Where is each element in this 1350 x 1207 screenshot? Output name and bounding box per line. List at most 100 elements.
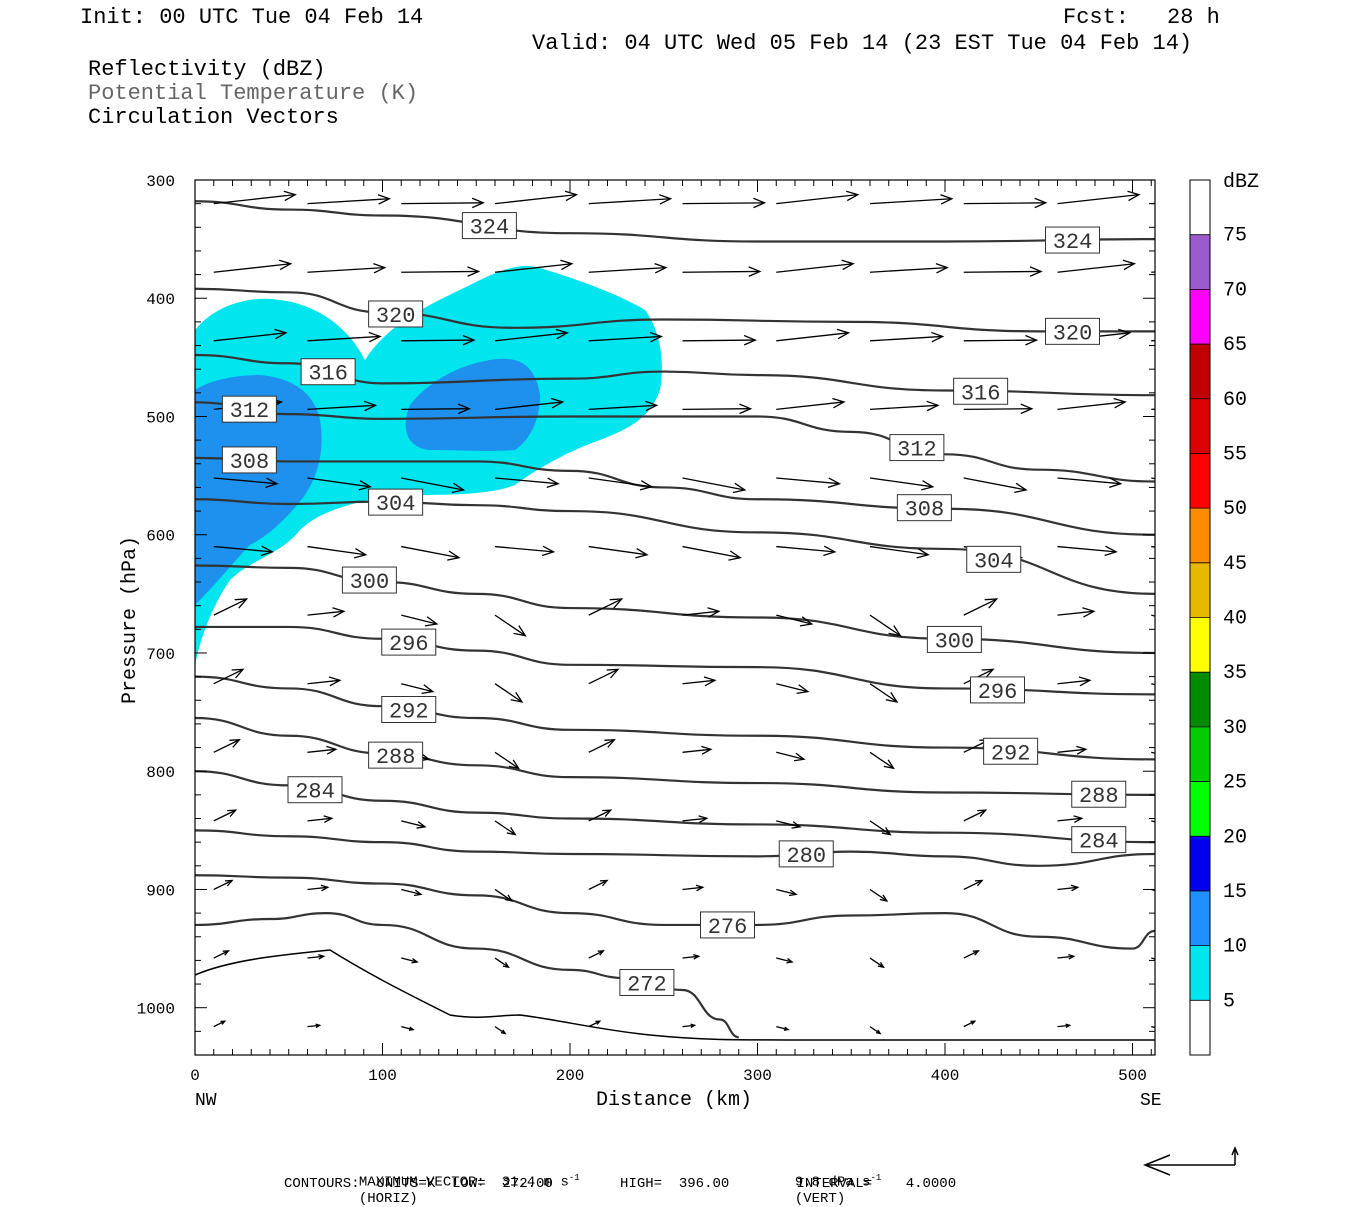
wind-vector	[588, 879, 609, 891]
wind-vector	[776, 957, 794, 964]
wind-vector	[963, 598, 999, 616]
contour-label-box	[889, 434, 945, 462]
contour-label-308: 308	[230, 450, 270, 475]
wind-vector	[401, 888, 423, 897]
contour-label-box	[368, 488, 424, 516]
wind-vector	[401, 545, 461, 561]
colorbar-title: dBZ	[1223, 171, 1259, 194]
wind-vector	[307, 745, 338, 755]
wind-vector	[307, 194, 392, 205]
y-tick-label: 700	[146, 646, 175, 664]
theta-contour-276	[195, 874, 1155, 950]
wind-vector	[682, 954, 701, 960]
colorbar-swatch	[1190, 890, 1210, 946]
contour-label-box	[619, 968, 675, 996]
colorbar-label: 75	[1223, 225, 1247, 248]
wind-vector	[1057, 607, 1096, 618]
wind-vector	[869, 820, 892, 836]
wind-vector	[682, 745, 713, 755]
wind-vector	[588, 400, 659, 412]
wind-vector	[494, 957, 510, 969]
wind-vector	[1151, 339, 1155, 342]
theta-contour-296	[195, 625, 1155, 696]
colorbar-swatch	[1190, 453, 1210, 509]
contour-label-316: 316	[961, 381, 1001, 406]
wind-vector	[213, 809, 238, 822]
colorbar-label: 55	[1223, 443, 1247, 466]
wind-vector	[213, 668, 245, 685]
wind-vector	[1151, 683, 1155, 686]
contour-label-272: 272	[627, 972, 667, 997]
colorbar-label: 45	[1223, 553, 1247, 576]
x-tick-label: 0	[190, 1067, 200, 1085]
plot-frame	[194, 179, 1156, 1056]
wind-vector	[1057, 954, 1076, 960]
wind-vector	[1151, 1025, 1155, 1029]
wind-vector	[869, 683, 899, 703]
contour-label-box	[287, 776, 343, 804]
theta-contour-288	[195, 716, 1155, 796]
wind-vector	[682, 477, 747, 494]
y-tick-label: 300	[146, 173, 175, 191]
wind-vector	[213, 477, 279, 488]
contour-label-box	[221, 446, 277, 474]
wind-vector	[869, 888, 889, 902]
wind-vector	[588, 739, 616, 753]
wind-vector	[213, 739, 241, 753]
wind-vector	[963, 334, 1039, 346]
wind-vector	[776, 545, 837, 557]
wind-vector	[494, 614, 527, 637]
wind-vector	[963, 879, 984, 891]
colorbar-label: 40	[1223, 608, 1247, 631]
colorbar-label: 35	[1223, 662, 1247, 685]
wind-vector	[776, 614, 814, 627]
forecast-hours: 28 h	[1167, 5, 1220, 30]
wind-vector	[307, 815, 334, 824]
colorbar-swatch	[1190, 508, 1210, 563]
wind-vector	[1057, 815, 1084, 824]
contour-label-box	[1045, 317, 1100, 345]
wind-vector	[307, 607, 346, 618]
wind-vector	[401, 334, 476, 346]
wind-vector	[869, 614, 902, 637]
contour-label-320: 320	[376, 304, 416, 329]
contour-label-284: 284	[1079, 830, 1119, 855]
wind-vector	[588, 1020, 602, 1028]
wind-vector	[213, 328, 288, 342]
contour-label-284: 284	[295, 780, 335, 805]
contour-label-box	[461, 212, 517, 240]
contour-label-box	[381, 628, 437, 656]
wind-vector	[869, 262, 949, 274]
x-tick-label: 200	[556, 1067, 585, 1085]
wind-vector	[588, 950, 605, 959]
wind-vector	[682, 676, 717, 687]
colorbar-swatch	[1190, 344, 1210, 399]
wind-vector	[1057, 884, 1080, 892]
field-reflectivity: Reflectivity (dBZ)	[88, 57, 326, 82]
wind-vector	[494, 477, 560, 488]
wind-vector	[963, 197, 1048, 209]
wind-vector	[776, 477, 842, 488]
max-vector-vert: 9.8 dPa s	[794, 1174, 871, 1191]
wind-vector	[588, 668, 620, 685]
wind-vector	[401, 477, 466, 494]
x-axis-right-end: SE	[1140, 1091, 1162, 1111]
forecast-label: Fcst:	[1063, 5, 1130, 30]
theta-contour-304	[195, 498, 1155, 595]
wind-vector	[963, 809, 988, 822]
wind-vector	[869, 1026, 882, 1035]
wind-vector	[776, 397, 846, 411]
contour-label-320: 320	[1053, 321, 1093, 346]
contour-label-box	[1071, 780, 1127, 808]
wind-vector	[682, 545, 742, 561]
wind-vector	[401, 957, 419, 964]
y-tick-label: 900	[146, 882, 175, 900]
x-tick-label: 400	[931, 1067, 960, 1085]
wind-vector	[776, 683, 810, 695]
colorbar-label: 70	[1223, 279, 1247, 302]
colorbar-swatch	[1190, 672, 1210, 727]
wind-vector	[1057, 745, 1088, 755]
contour-label-box	[778, 840, 834, 868]
contour-label-box	[970, 676, 1025, 704]
wind-vector	[307, 676, 342, 687]
